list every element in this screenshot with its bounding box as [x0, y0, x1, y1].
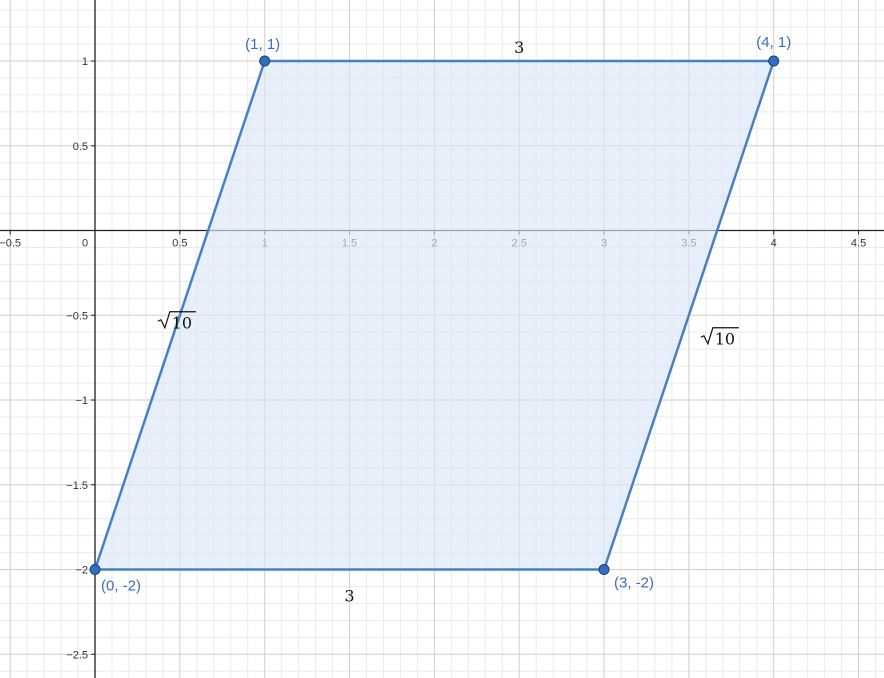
side-label-sqrt-left: 10 — [157, 311, 196, 332]
y-tick-label: −1 — [75, 395, 88, 407]
vertices[interactable]: (1, 1) (4, 1) (3, -2) (0, -2) — [89, 34, 791, 595]
y-tick-label: 1 — [82, 56, 88, 68]
side-label-bottom: 3 — [344, 587, 354, 606]
point-label-c: (3, -2) — [614, 575, 654, 592]
y-tick-label: −2.5 — [66, 649, 88, 661]
side-label-top: 3 — [514, 38, 524, 57]
point-c[interactable] — [598, 564, 610, 576]
side-label-sqrt-right: 10 — [700, 327, 739, 348]
y-tick-label: −1.5 — [66, 480, 88, 492]
point-label-d: (0, -2) — [101, 578, 141, 595]
x-tick-label: 4.5 — [851, 238, 866, 250]
point-label-a: (1, 1) — [245, 36, 280, 53]
sqrt-symbol — [700, 327, 739, 346]
side-label-left: 10 — [172, 313, 192, 332]
x-tick-label: −0.5 — [0, 238, 21, 250]
point-label-b: (4, 1) — [756, 34, 791, 51]
point-a[interactable] — [259, 55, 271, 67]
y-tick-label: −2 — [75, 565, 88, 577]
point-b[interactable] — [768, 55, 780, 67]
x-tick-label: 0 — [82, 238, 88, 250]
x-tick-label: 0.5 — [172, 238, 187, 250]
y-tick-label: −0.5 — [66, 310, 88, 322]
side-label-right: 10 — [715, 329, 735, 348]
side-length-labels: 3 3 10 10 — [157, 38, 739, 606]
x-tick-label: 4 — [771, 238, 777, 250]
point-d[interactable] — [89, 564, 101, 576]
sqrt-symbol — [157, 311, 196, 330]
y-tick-label: 0.5 — [73, 141, 88, 153]
